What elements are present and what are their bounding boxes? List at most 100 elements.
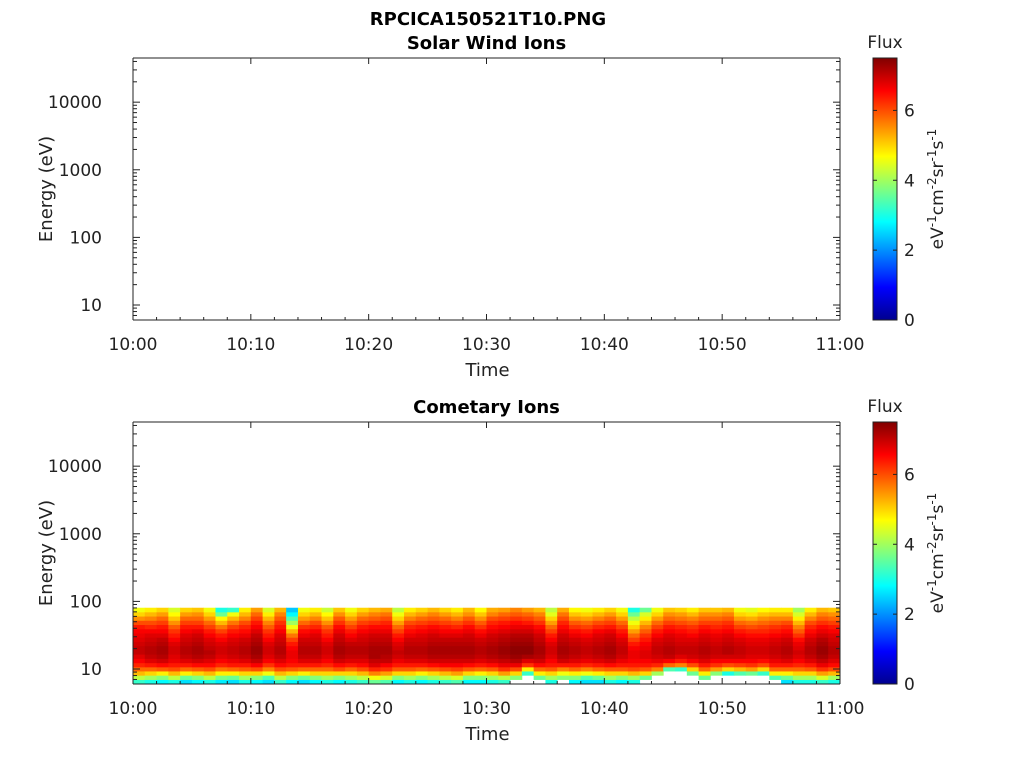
x-tick-label: 10:30 <box>462 699 511 719</box>
heatmap-cell <box>297 679 311 685</box>
heatmap-cell <box>133 650 146 655</box>
heatmap-cell <box>309 624 322 630</box>
heatmap-cell <box>486 666 499 672</box>
heatmap-cell <box>580 616 593 621</box>
heatmap-cell <box>368 611 381 617</box>
heatmap-cell <box>180 624 193 630</box>
heatmap-cell <box>592 671 605 676</box>
heatmap-cell <box>781 658 794 664</box>
heatmap-cell <box>816 650 829 655</box>
heatmap-cell <box>604 607 617 613</box>
heatmap-cell <box>345 633 358 638</box>
heatmap-cell <box>521 658 535 664</box>
heatmap-cell <box>568 641 582 647</box>
heatmap-cell <box>474 662 487 668</box>
y-tick-label: 1000 <box>59 161 102 181</box>
heatmap-cell <box>545 671 558 676</box>
heatmap-cell <box>616 641 629 647</box>
heatmap-cell <box>722 662 735 668</box>
heatmap-cell <box>686 637 699 642</box>
heatmap-cell <box>321 607 334 613</box>
heatmap-cell <box>239 662 252 668</box>
heatmap-cell <box>250 633 264 638</box>
heatmap-cell <box>733 607 747 613</box>
heatmap-cell <box>686 658 699 664</box>
heatmap-cell <box>203 607 216 613</box>
heatmap-cell <box>757 628 770 634</box>
heatmap-cell <box>627 628 641 634</box>
heatmap-cell <box>215 650 228 655</box>
heatmap-cell <box>133 641 146 647</box>
heatmap-cell <box>368 658 381 664</box>
heatmap-cell <box>792 671 806 676</box>
heatmap-cell <box>828 654 841 659</box>
heatmap-cell <box>191 662 205 668</box>
heatmap-cell <box>769 671 782 676</box>
heatmap-cell <box>639 675 652 680</box>
heatmap-cell <box>309 616 322 621</box>
heatmap-cell <box>580 641 593 647</box>
heatmap-cell <box>627 679 641 685</box>
heatmap-cell <box>321 633 334 638</box>
heatmap-cell <box>380 679 393 685</box>
heatmap-cell <box>156 628 169 634</box>
heatmap-cell <box>427 658 440 664</box>
heatmap-cell <box>191 624 205 630</box>
heatmap-cell <box>156 675 169 680</box>
heatmap-cell <box>474 628 487 634</box>
heatmap-cell <box>297 671 311 676</box>
heatmap-cell <box>804 650 817 655</box>
heatmap-cell <box>533 662 546 668</box>
heatmap-cell <box>239 637 252 642</box>
heatmap-cell <box>604 666 617 672</box>
heatmap-cell <box>415 671 428 676</box>
heatmap-cell <box>404 662 417 668</box>
heatmap-cell <box>710 654 723 659</box>
heatmap-cell <box>250 654 264 659</box>
heatmap-cell <box>356 666 370 672</box>
heatmap-cell <box>286 633 299 638</box>
heatmap-cell <box>368 675 381 680</box>
x-tick-label: 10:50 <box>698 699 747 719</box>
heatmap-cell <box>745 654 758 659</box>
heatmap-cell <box>639 645 652 651</box>
heatmap-cell <box>191 628 205 634</box>
heatmap-cell <box>745 650 758 655</box>
heatmap-cell <box>368 624 381 630</box>
heatmap-cell <box>345 679 358 685</box>
heatmap-cell <box>498 666 511 672</box>
heatmap-cell <box>828 645 841 651</box>
heatmap-cell <box>321 624 334 630</box>
heatmap-cell <box>604 628 617 634</box>
heatmap-cell <box>604 633 617 638</box>
heatmap-cell <box>262 624 275 630</box>
heatmap-cell <box>769 650 782 655</box>
heatmap-cell <box>510 611 523 617</box>
heatmap-cell <box>722 620 735 626</box>
heatmap-cell <box>392 624 405 630</box>
heatmap-cell <box>745 628 758 634</box>
heatmap-cell <box>627 616 641 621</box>
heatmap-cell <box>816 628 829 634</box>
heatmap-cell <box>451 641 464 647</box>
heatmap-cell <box>215 637 228 642</box>
heatmap-cell <box>639 654 652 659</box>
heatmap-cell <box>792 616 806 621</box>
heatmap-cell <box>510 607 523 613</box>
heatmap-cell <box>568 650 582 655</box>
heatmap-cell <box>486 658 499 664</box>
heatmap-cell <box>698 675 711 680</box>
heatmap-cell <box>215 628 228 634</box>
heatmap-cell <box>521 607 535 613</box>
heatmap-cell <box>686 611 699 617</box>
heatmap-cell <box>227 628 240 634</box>
heatmap-cell <box>710 645 723 651</box>
heatmap-cell <box>533 654 546 659</box>
heatmap-cell <box>616 620 629 626</box>
heatmap-cell <box>639 666 652 672</box>
colorbar-tick-label: 0 <box>904 675 915 695</box>
heatmap-cell <box>309 650 322 655</box>
x-tick-label: 10:10 <box>226 335 275 355</box>
heatmap-cell <box>639 671 652 676</box>
heatmap-cell <box>651 620 664 626</box>
